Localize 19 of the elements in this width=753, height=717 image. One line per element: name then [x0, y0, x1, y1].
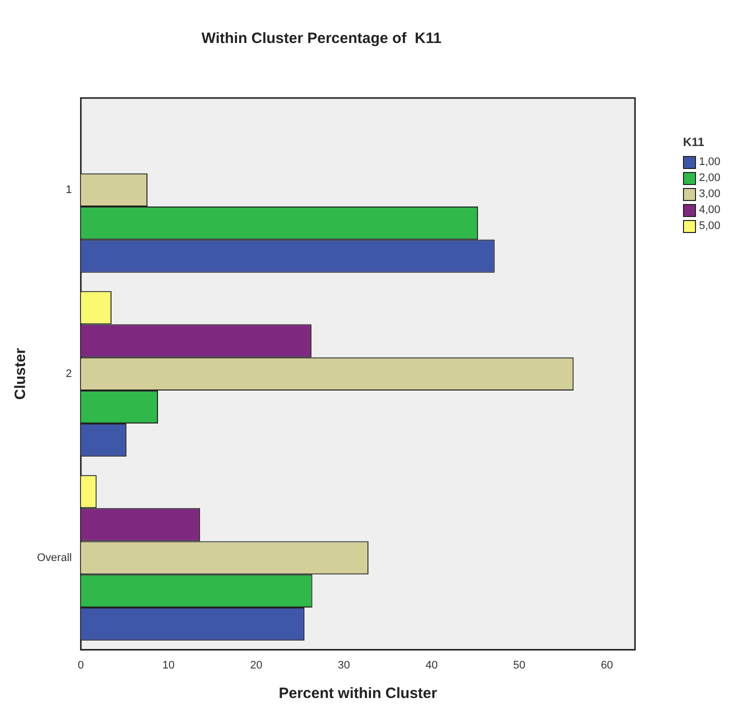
y-tick-label: 1	[66, 184, 72, 196]
legend-label: 2,00	[699, 172, 720, 184]
x-tick-label: 0	[78, 659, 84, 672]
legend-label: 3,00	[699, 188, 720, 200]
x-tick-label: 20	[250, 659, 262, 672]
legend-label: 4,00	[699, 204, 720, 216]
x-tick-label: 60	[600, 659, 614, 672]
chart-title: Within Cluster Percentage of K11	[202, 30, 442, 48]
legend-label: 5,00	[699, 220, 720, 232]
y-axis-title: Cluster	[12, 348, 30, 400]
x-tick-label: 10	[162, 659, 175, 672]
legend-label: 1,00	[699, 156, 720, 168]
x-tick-label: 40	[425, 659, 438, 672]
y-tick-label: 2	[66, 368, 72, 380]
legend-title: K11	[683, 135, 706, 149]
x-axis-title: Percent within Cluster	[278, 685, 438, 702]
x-tick-label: 30	[338, 659, 350, 672]
x-tick-label: 50	[513, 659, 526, 672]
y-tick-label: Overall	[37, 552, 72, 564]
